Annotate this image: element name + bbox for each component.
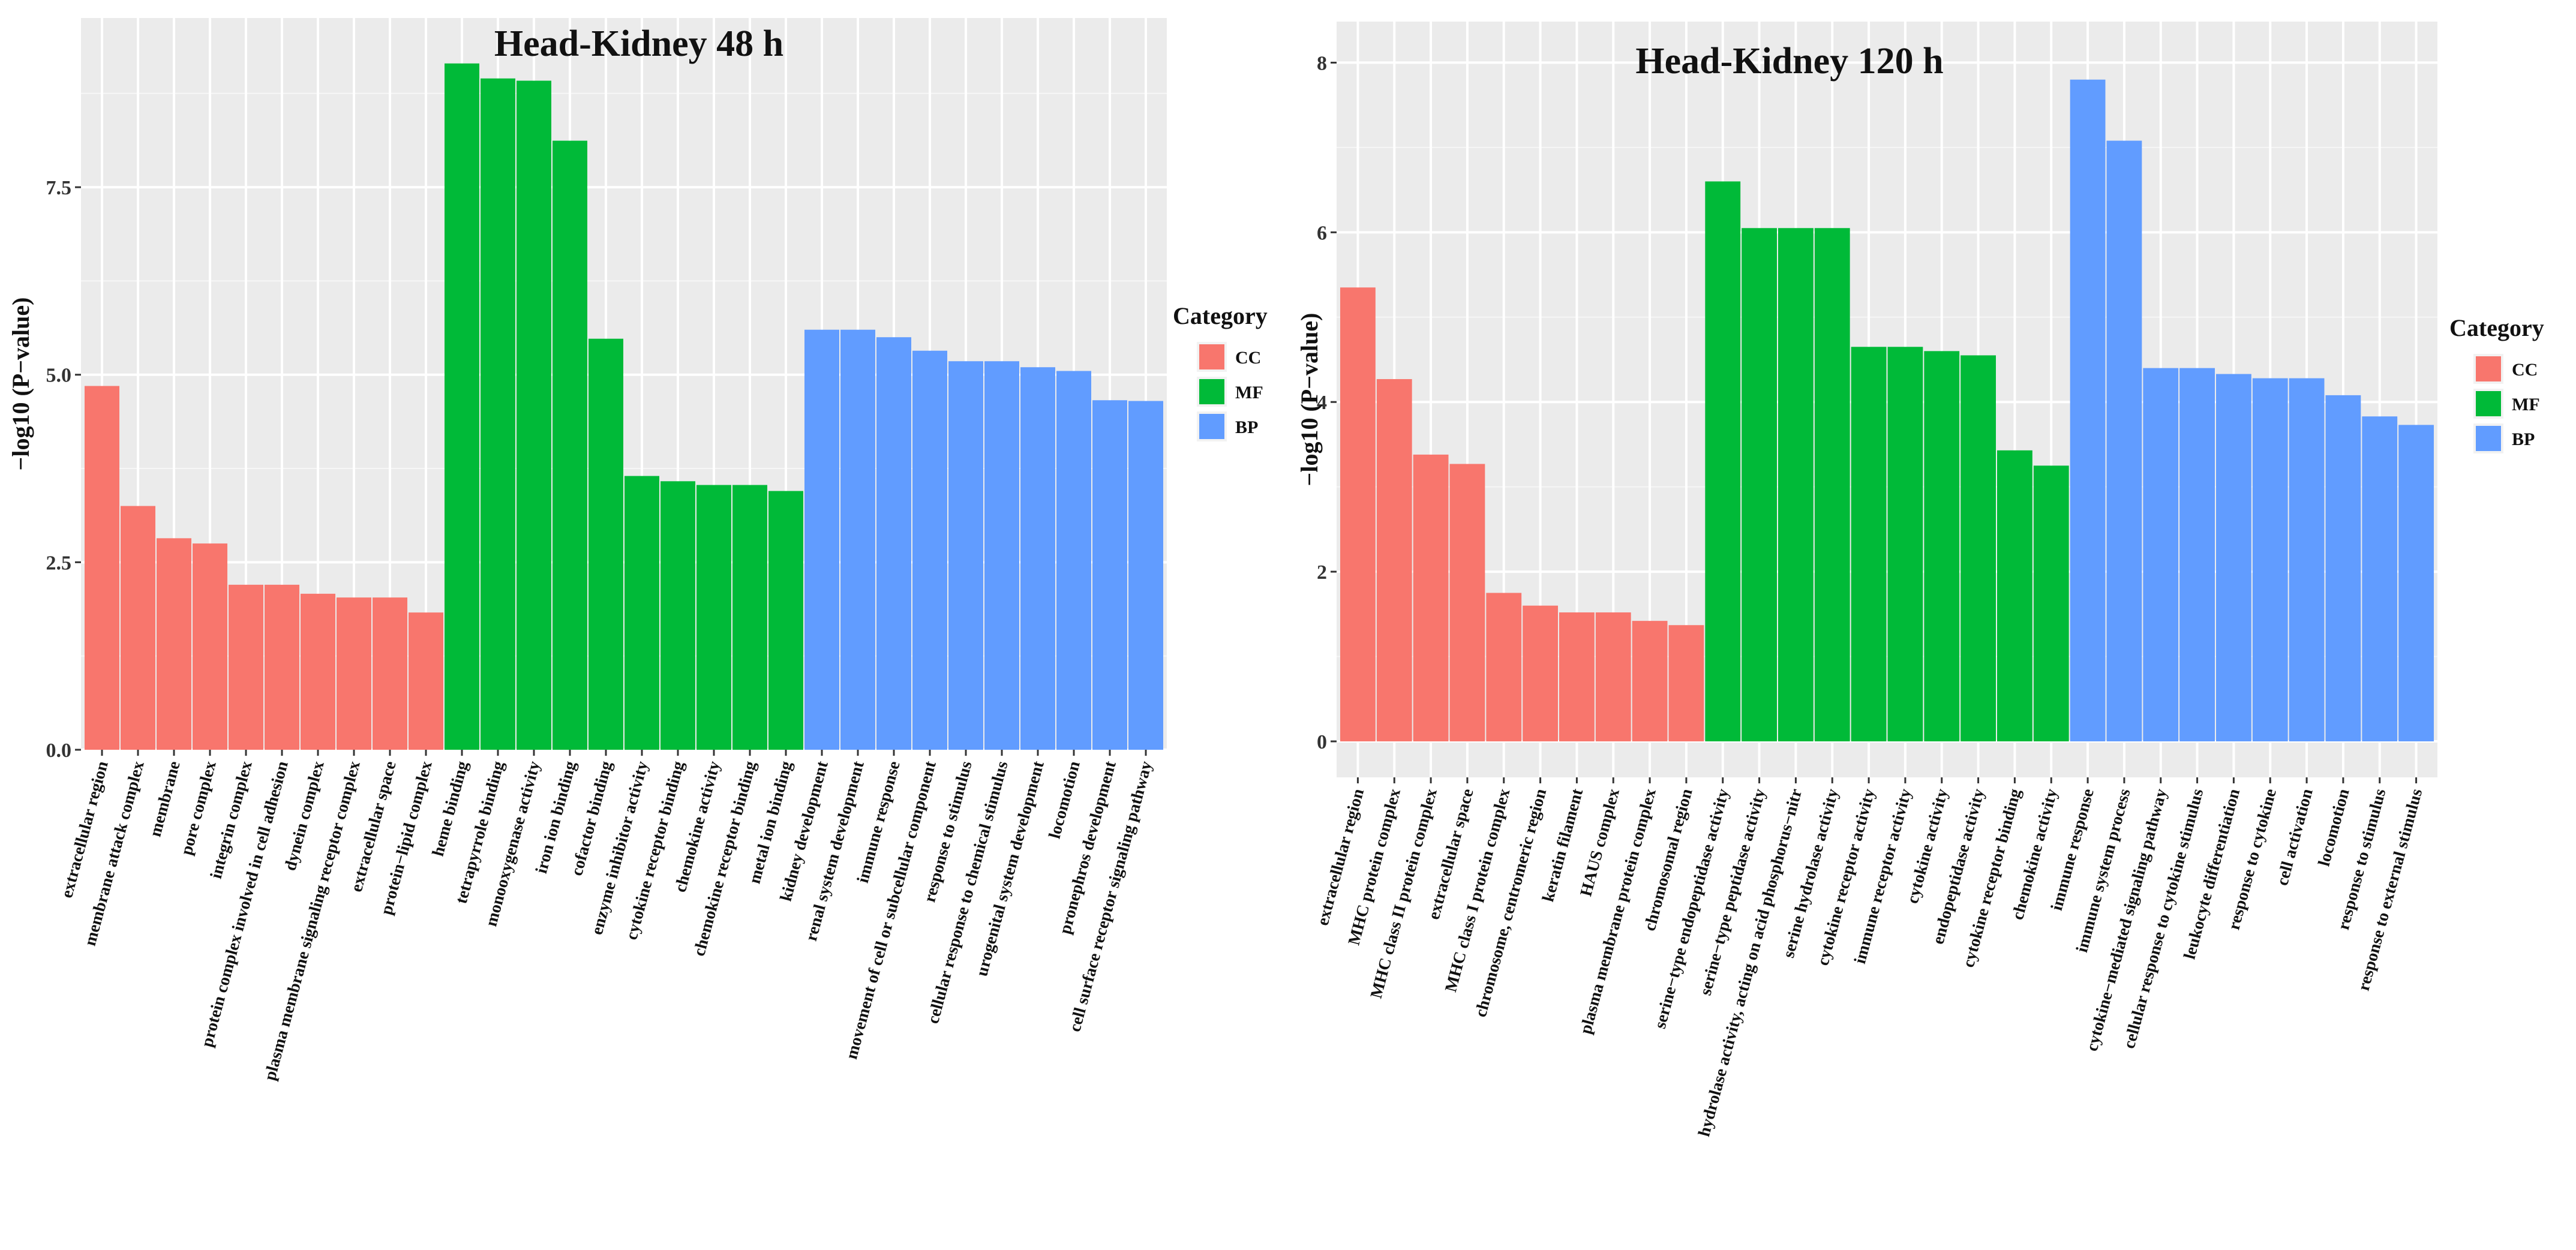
bar <box>1997 450 2032 741</box>
y-tick-label: 6 <box>1317 222 1327 244</box>
legend-swatch <box>1199 414 1224 439</box>
y-tick-label: 7.5 <box>46 177 72 199</box>
bar <box>373 597 407 750</box>
bar <box>1705 181 1741 741</box>
bar <box>1742 228 1777 741</box>
bar <box>1632 621 1668 741</box>
legend-entry: MF <box>2512 395 2540 414</box>
legend-title: Category <box>1173 302 1268 329</box>
legend-entry: MF <box>1235 383 1263 402</box>
bar <box>157 538 191 750</box>
bar <box>1340 287 1376 742</box>
category-label: membrane <box>146 759 184 839</box>
bar <box>2143 368 2179 741</box>
legend-entry: CC <box>1235 348 1261 368</box>
y-tick-label: 2 <box>1317 561 1327 584</box>
y-tick-label: 0 <box>1317 731 1327 753</box>
y-axis-title: −log10 (P−value) <box>7 298 34 471</box>
bar <box>1092 400 1127 750</box>
legend-swatch <box>2476 391 2501 416</box>
bar <box>732 485 767 750</box>
bar <box>696 485 731 750</box>
bar <box>445 63 479 750</box>
legend-entry: BP <box>1235 417 1258 437</box>
bar <box>660 481 695 750</box>
y-tick-label: 4 <box>1317 392 1327 414</box>
bar <box>1413 454 1449 741</box>
category-label: locomotion <box>1046 759 1084 840</box>
bar <box>840 329 875 750</box>
bar <box>265 584 299 750</box>
bar <box>121 506 155 750</box>
chart-title: Head-Kidney 48 h <box>494 23 783 64</box>
y-axis-title: −log10 (P−value) <box>1296 313 1323 486</box>
bar <box>2179 368 2215 741</box>
bar <box>1595 612 1631 741</box>
bar <box>229 584 263 750</box>
bar <box>1778 228 1814 741</box>
category-label: locomotion <box>2315 786 2353 868</box>
y-tick-label: 5.0 <box>46 365 72 387</box>
bar <box>984 361 1019 750</box>
bar <box>409 612 443 750</box>
bar <box>553 140 587 750</box>
bar <box>517 80 551 750</box>
chart-title: Head-Kidney 120 h <box>1635 41 1943 82</box>
bar <box>1668 625 1704 741</box>
bar <box>1559 612 1595 741</box>
category-label: heme binding <box>429 759 472 858</box>
bar <box>1486 593 1522 741</box>
bar <box>1851 347 1887 741</box>
y-tick-label: 2.5 <box>46 552 72 574</box>
legend-entry: BP <box>2512 429 2535 449</box>
y-tick-label: 8 <box>1317 52 1327 74</box>
bar <box>1056 371 1091 750</box>
legend-entry: CC <box>2512 360 2538 380</box>
bar <box>1814 228 1850 741</box>
bar <box>1020 367 1055 750</box>
bar <box>2216 374 2251 741</box>
bar <box>1960 355 1996 741</box>
bar <box>1924 351 1960 741</box>
legend-swatch <box>2476 356 2501 381</box>
bar <box>337 597 371 750</box>
bar <box>804 329 839 750</box>
legend-swatch <box>1199 379 1224 404</box>
bar <box>193 543 227 750</box>
bar <box>2106 140 2142 742</box>
bar <box>2070 79 2106 741</box>
bar <box>2289 378 2325 741</box>
bar <box>2398 425 2434 741</box>
bar <box>1376 379 1412 741</box>
category-label: cell activation <box>2273 786 2317 887</box>
bar <box>481 78 515 750</box>
bar <box>589 338 623 750</box>
legend-title: Category <box>2449 314 2544 341</box>
bar <box>2325 395 2361 741</box>
legend-swatch <box>2476 426 2501 451</box>
bar <box>1128 401 1163 750</box>
bar <box>625 476 659 750</box>
bar <box>2362 416 2398 741</box>
bar <box>2033 465 2069 741</box>
legend-swatch <box>1199 344 1224 369</box>
y-tick-label: 0.0 <box>46 740 72 762</box>
bar <box>85 386 119 750</box>
bar <box>768 491 803 750</box>
bar <box>1887 347 1923 741</box>
category-label: pore complex <box>177 759 220 857</box>
bar <box>948 361 983 750</box>
bar <box>912 350 947 750</box>
bar <box>1449 464 1485 741</box>
bar <box>301 593 335 750</box>
bar <box>1523 605 1558 741</box>
bar <box>2252 378 2288 741</box>
bar <box>876 337 911 750</box>
